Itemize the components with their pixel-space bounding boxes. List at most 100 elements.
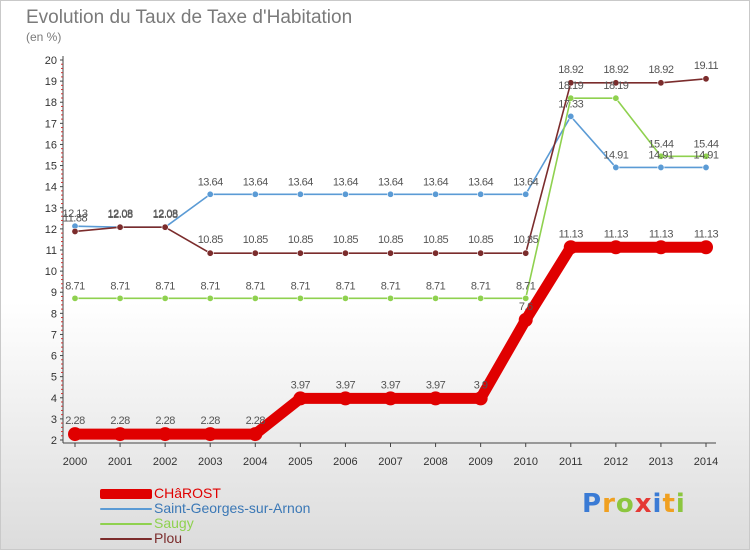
series-line-3 <box>69 241 712 440</box>
data-label: 12.08 <box>108 209 133 221</box>
y-tick-label: 6 <box>51 351 57 363</box>
data-point <box>477 294 485 302</box>
legend-label: Saugy <box>154 515 194 531</box>
y-tick-label: 10 <box>45 266 57 278</box>
data-labels-layer: 12.13 12.08 12.08 13.64 13.64 13.64 13.64 13.64… <box>62 60 719 427</box>
chart-title: Evolution du Taux de Taxe d'Habitation <box>26 7 353 28</box>
data-point <box>386 249 394 257</box>
y-tick-label: 15 <box>45 161 57 173</box>
data-point <box>68 427 82 442</box>
data-label: 8.71 <box>336 280 356 292</box>
brand-letter: x <box>634 489 653 519</box>
data-point <box>612 79 620 87</box>
series-layer <box>68 75 713 442</box>
data-point <box>477 249 485 257</box>
data-label: 10.85 <box>423 234 448 246</box>
data-label: 2.28 <box>246 415 266 427</box>
y-tick-label: 5 <box>51 372 57 384</box>
x-tick-label: 2009 <box>468 456 492 468</box>
data-label: 10.85 <box>243 234 268 246</box>
data-point <box>522 190 530 198</box>
data-point <box>161 294 169 302</box>
legend-item: CHâROST <box>100 486 310 501</box>
y-tick-label: 2 <box>51 435 57 447</box>
data-point <box>432 249 440 257</box>
data-point <box>653 240 668 255</box>
legend-label: CHâROST <box>154 485 221 501</box>
x-tick-label: 2006 <box>333 456 357 468</box>
y-tick-label: 18 <box>45 97 57 109</box>
data-label: 2.28 <box>65 415 85 427</box>
legend-swatch <box>100 537 152 540</box>
data-point <box>612 94 620 102</box>
data-label: 3.97 <box>336 379 356 391</box>
x-tick-label: 2003 <box>198 456 222 468</box>
data-point <box>206 190 214 198</box>
brand-letter: P <box>582 489 603 519</box>
data-point <box>113 427 128 442</box>
brand-letter: r <box>602 489 616 519</box>
y-tick-label: 11 <box>46 245 57 257</box>
brand-letter: i <box>675 489 686 519</box>
x-tick-label: 2012 <box>604 456 628 468</box>
data-label: 7.6 <box>519 301 533 313</box>
data-point <box>432 294 440 302</box>
data-label: 2.28 <box>155 415 175 427</box>
data-point <box>116 294 124 302</box>
data-label: 2.28 <box>201 415 221 427</box>
data-point <box>428 391 443 406</box>
series-line-1 <box>74 97 707 300</box>
data-label: 15.44 <box>693 138 718 150</box>
data-point <box>567 79 575 87</box>
data-label: 10.85 <box>378 234 403 246</box>
data-point <box>702 163 710 171</box>
data-label: 8.71 <box>155 280 175 292</box>
data-point <box>161 223 169 231</box>
data-point <box>567 112 575 120</box>
legend-swatch <box>100 488 152 499</box>
data-point <box>702 152 710 160</box>
y-tick-label: 3 <box>51 414 57 426</box>
data-label: 10.85 <box>333 234 358 246</box>
data-label: 13.64 <box>513 176 538 188</box>
data-point <box>563 240 578 255</box>
data-label: 11.88 <box>63 212 88 224</box>
data-point <box>206 249 214 257</box>
data-point <box>206 294 214 302</box>
data-label: 19.11 <box>694 60 719 72</box>
data-point <box>251 249 259 257</box>
data-label: 8.71 <box>426 280 446 292</box>
data-point <box>386 190 394 198</box>
data-label: 13.64 <box>378 176 403 188</box>
legend-item: Saint-Georges-sur-Arnon <box>100 501 310 516</box>
data-point <box>657 163 665 171</box>
data-label: 13.64 <box>468 176 493 188</box>
data-label: 10.85 <box>513 234 538 246</box>
data-label: 11.13 <box>559 228 584 240</box>
x-tick-label: 2011 <box>559 456 583 468</box>
data-point <box>567 94 575 102</box>
legend-label: Saint-Georges-sur-Arnon <box>154 500 311 516</box>
data-label: 8.71 <box>291 280 311 292</box>
data-label: 8.71 <box>471 280 491 292</box>
data-label: 8.71 <box>381 280 401 292</box>
x-tick-label: 2010 <box>513 456 537 468</box>
data-point <box>386 294 394 302</box>
y-tick-label: 16 <box>45 139 57 151</box>
data-point <box>522 294 530 302</box>
data-label: 8.71 <box>246 280 266 292</box>
data-label: 8.71 <box>65 280 85 292</box>
brand-letter: t <box>662 489 676 519</box>
data-label: 3.97 <box>291 379 311 391</box>
data-label: 18.19 <box>558 80 583 92</box>
legend-item: Plou <box>100 531 310 546</box>
data-point <box>657 79 665 87</box>
data-label: 3.97 <box>381 379 401 391</box>
data-label: 11.13 <box>694 228 719 240</box>
legend-swatch <box>100 507 152 510</box>
data-label: 13.64 <box>198 176 223 188</box>
data-point <box>293 391 308 406</box>
data-point <box>251 294 259 302</box>
y-tick-label: 12 <box>45 224 57 236</box>
data-label: 12.08 <box>153 209 178 221</box>
